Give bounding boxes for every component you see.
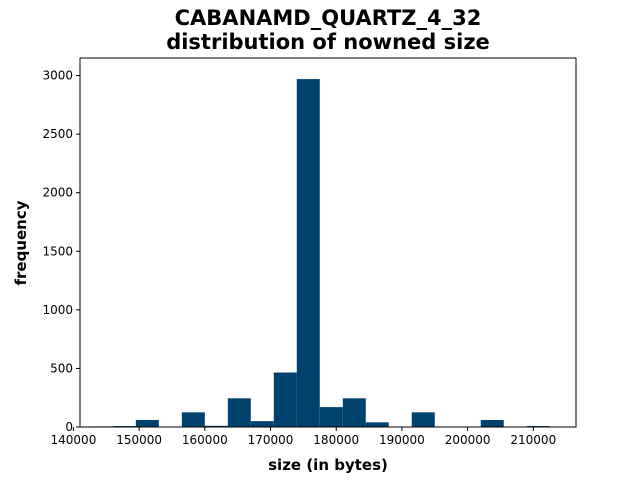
histogram-bar [480,419,504,427]
bars-group [89,79,550,427]
x-tick-label: 210000 [510,433,556,447]
histogram-bar [204,425,228,427]
x-tick-label: 170000 [248,433,294,447]
histogram-bar [296,79,320,427]
y-tick-label: 500 [50,361,73,375]
y-tick-label: 1500 [42,244,73,258]
chart-title-line-2: distribution of nowned size [166,30,490,54]
histogram-bar [273,372,297,427]
y-tick-label: 0 [65,420,73,434]
y-tick-label: 2000 [42,186,73,200]
plot-area-frame [79,57,577,428]
x-tick-label: 190000 [379,433,425,447]
x-axis-ticks: 140000 150000 160000 170000 180000 190000 2000… [51,427,556,447]
y-tick-label: 3000 [42,69,73,83]
x-tick-label: 180000 [313,433,359,447]
y-axis-label: frequency [12,200,30,285]
histogram-bar [250,421,274,427]
x-tick-label: 160000 [182,433,228,447]
y-tick-label: 1000 [42,303,73,317]
histogram-bar [227,398,251,427]
y-tick-label: 2500 [42,127,73,141]
histogram-bar [411,412,435,427]
x-tick-label: 200000 [445,433,491,447]
histogram-bar [365,422,389,427]
histogram-bar [319,407,343,427]
chart-title-line-1: CABANAMD_QUARTZ_4_32 [175,6,482,30]
x-tick-label: 150000 [116,433,162,447]
y-axis-ticks: 0 500 1000 1500 2000 2500 3000 [42,69,80,434]
histogram-bar [342,398,366,427]
x-axis-label: size (in bytes) [268,456,388,474]
histogram-bar [135,419,159,427]
histogram-bar [181,412,205,427]
x-tick-label: 140000 [51,433,97,447]
